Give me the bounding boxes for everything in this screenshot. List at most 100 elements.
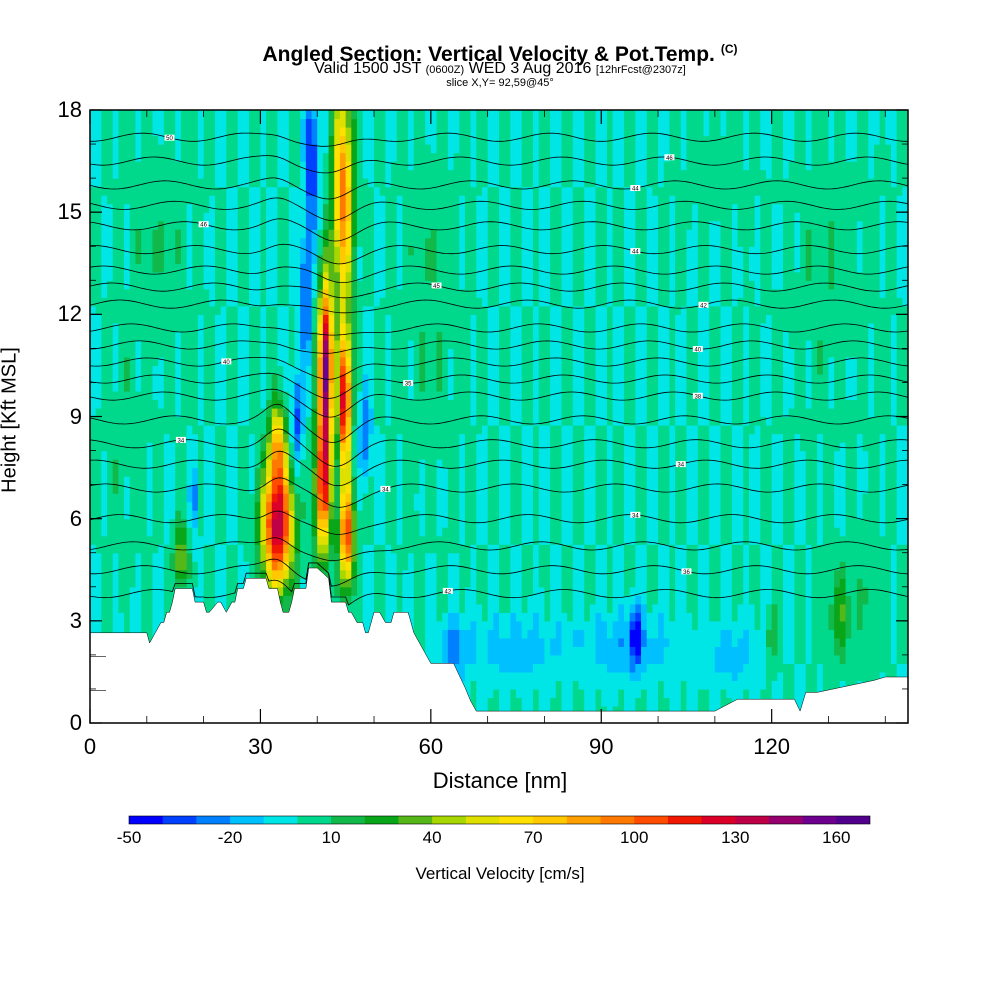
theta-contour-line xyxy=(90,299,908,314)
colorbar-swatch xyxy=(768,816,804,824)
velocity-cell xyxy=(720,629,727,673)
velocity-cell xyxy=(192,484,199,511)
velocity-cell xyxy=(277,510,284,537)
velocity-cell xyxy=(646,544,653,613)
colorbar-swatch xyxy=(802,816,837,824)
velocity-cell xyxy=(896,544,903,664)
title-main: Angled Section: Vertical Velocity & Pot.… xyxy=(262,43,715,66)
velocity-cell xyxy=(783,110,790,179)
velocity-cell xyxy=(527,671,534,723)
velocity-cell xyxy=(277,433,284,443)
velocity-cell xyxy=(260,569,267,579)
velocity-cell xyxy=(294,450,301,460)
velocity-cell xyxy=(141,110,148,664)
velocity-cell xyxy=(521,305,528,426)
velocity-cell xyxy=(328,331,335,349)
velocity-cell xyxy=(197,178,205,315)
velocity-cell xyxy=(408,339,415,401)
velocity-cell xyxy=(249,305,256,435)
chart-subtitle: Valid 1500 JST (0600Z) WED 3 Aug 2016 [1… xyxy=(0,60,1000,79)
velocity-cell xyxy=(692,305,699,426)
theta-label-bg xyxy=(681,568,692,575)
velocity-cell xyxy=(112,459,119,494)
velocity-cell xyxy=(169,518,176,554)
velocity-cell xyxy=(765,544,773,605)
velocity-cell xyxy=(572,110,580,188)
velocity-cell xyxy=(311,535,318,579)
velocity-cell xyxy=(266,186,273,307)
colorbar-tick-label: 130 xyxy=(721,828,750,847)
velocity-cell xyxy=(533,305,540,426)
velocity-cell xyxy=(765,178,773,315)
velocity-cell xyxy=(260,493,267,545)
velocity-cell xyxy=(300,118,307,162)
velocity-cell xyxy=(493,425,500,545)
velocity-cell xyxy=(442,527,449,613)
velocity-cell xyxy=(533,186,540,307)
velocity-cell xyxy=(339,365,347,375)
velocity-cell xyxy=(288,578,296,596)
velocity-cell xyxy=(845,637,852,723)
velocity-cell xyxy=(175,263,182,332)
velocity-cell xyxy=(731,646,739,682)
velocity-cell xyxy=(817,544,824,664)
velocity-cell xyxy=(623,671,631,723)
theta-contour-line xyxy=(90,282,908,299)
velocity-cell xyxy=(828,356,835,409)
velocity-cell xyxy=(180,544,188,571)
velocity-cell xyxy=(646,637,653,664)
velocity-cell xyxy=(266,561,273,571)
velocity-cell xyxy=(771,288,778,435)
velocity-cell xyxy=(612,671,619,707)
velocity-cell xyxy=(538,425,546,545)
velocity-cell xyxy=(186,484,193,503)
velocity-cell xyxy=(186,203,193,290)
velocity-cell xyxy=(277,493,284,511)
velocity-cell xyxy=(584,110,591,188)
velocity-cell xyxy=(214,314,222,426)
velocity-cell xyxy=(868,110,875,179)
velocity-cell xyxy=(731,110,739,205)
velocity-cell xyxy=(703,688,710,723)
velocity-cell xyxy=(788,544,795,664)
velocity-cell xyxy=(430,288,438,554)
velocity-cell xyxy=(442,467,449,528)
theta-label-bg xyxy=(175,436,186,443)
velocity-cell xyxy=(595,110,602,188)
velocity-cell xyxy=(743,169,750,307)
velocity-cell xyxy=(95,110,102,188)
velocity-cell xyxy=(760,416,767,545)
velocity-cell xyxy=(720,305,727,426)
velocity-cell xyxy=(209,305,216,426)
velocity-cell xyxy=(504,671,511,723)
velocity-cell xyxy=(788,663,795,723)
velocity-cell xyxy=(345,186,352,222)
velocity-cell xyxy=(345,365,352,384)
velocity-cell xyxy=(351,246,358,426)
theta-contours: 42 36 34 34 34 34 38 35 40 40 42 45 44 46 44 46 50 xyxy=(90,132,908,606)
velocity-cell xyxy=(487,425,494,545)
velocity-cell xyxy=(862,586,869,605)
velocity-cell xyxy=(135,339,142,392)
velocity-cell xyxy=(317,518,324,528)
velocity-cell xyxy=(618,186,625,307)
velocity-cell xyxy=(890,544,898,664)
velocity-cell xyxy=(714,425,722,545)
velocity-cell xyxy=(254,501,262,545)
x-tick-label: 60 xyxy=(418,734,444,759)
velocity-cell xyxy=(356,425,364,469)
velocity-cell xyxy=(260,407,267,435)
velocity-cell xyxy=(124,288,131,358)
velocity-cell xyxy=(527,629,534,673)
velocity-cell xyxy=(408,254,415,341)
velocity-cell xyxy=(754,305,761,426)
velocity-cell xyxy=(345,450,352,486)
velocity-cell xyxy=(283,595,290,613)
velocity-cell xyxy=(851,110,858,162)
velocity-cell xyxy=(339,152,347,171)
velocity-cell xyxy=(322,271,330,281)
velocity-cell xyxy=(686,305,693,426)
y-tick-label: 6 xyxy=(69,505,82,531)
velocity-cell xyxy=(476,544,483,605)
velocity-cell xyxy=(493,688,500,723)
